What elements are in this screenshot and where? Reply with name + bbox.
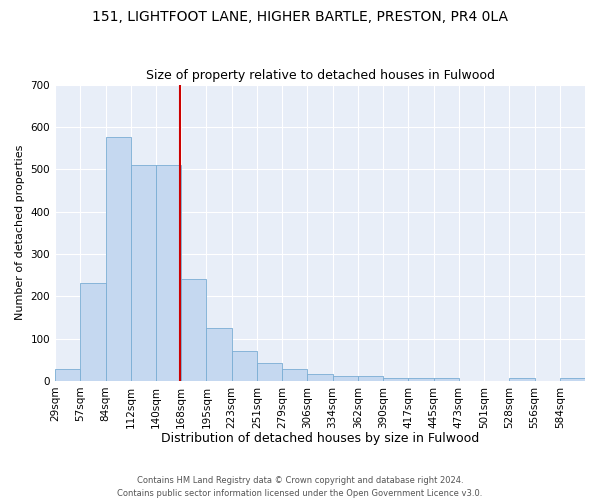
Bar bbox=[156, 165, 181, 381]
Bar bbox=[509, 378, 535, 381]
Title: Size of property relative to detached houses in Fulwood: Size of property relative to detached ho… bbox=[146, 69, 494, 82]
Bar bbox=[131, 165, 156, 381]
Bar bbox=[181, 280, 206, 381]
Bar bbox=[106, 138, 131, 381]
Y-axis label: Number of detached properties: Number of detached properties bbox=[15, 145, 25, 320]
Bar bbox=[206, 328, 232, 381]
Bar bbox=[560, 378, 585, 381]
Text: 151 LIGHTFOOT LANE: 159sqm
← 81% of detached houses are smaller (1,506)
19% of s: 151 LIGHTFOOT LANE: 159sqm ← 81% of deta… bbox=[0, 499, 1, 500]
Bar bbox=[257, 363, 282, 381]
Bar bbox=[55, 370, 80, 381]
Bar bbox=[282, 370, 307, 381]
Bar bbox=[307, 374, 332, 381]
Bar bbox=[434, 378, 459, 381]
X-axis label: Distribution of detached houses by size in Fulwood: Distribution of detached houses by size … bbox=[161, 432, 479, 445]
Bar bbox=[332, 376, 358, 381]
Bar bbox=[358, 376, 383, 381]
Bar bbox=[383, 378, 409, 381]
Bar bbox=[80, 284, 106, 381]
Text: 151, LIGHTFOOT LANE, HIGHER BARTLE, PRESTON, PR4 0LA: 151, LIGHTFOOT LANE, HIGHER BARTLE, PRES… bbox=[92, 10, 508, 24]
Bar bbox=[232, 351, 257, 381]
Bar bbox=[409, 378, 434, 381]
Text: Contains HM Land Registry data © Crown copyright and database right 2024.
Contai: Contains HM Land Registry data © Crown c… bbox=[118, 476, 482, 498]
